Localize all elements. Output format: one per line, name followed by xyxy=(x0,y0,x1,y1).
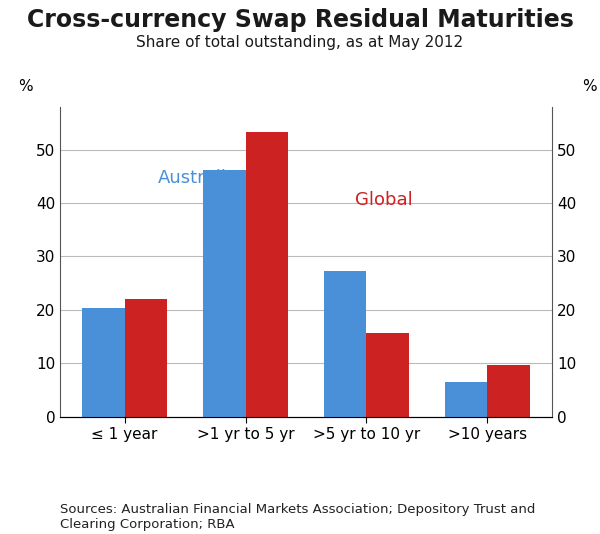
Text: Share of total outstanding, as at May 2012: Share of total outstanding, as at May 20… xyxy=(136,35,464,50)
Bar xyxy=(487,365,530,417)
Bar xyxy=(367,333,409,417)
Text: Sources: Australian Financial Markets Association; Depository Trust and
Clearing: Sources: Australian Financial Markets As… xyxy=(60,504,535,531)
Bar xyxy=(82,308,125,417)
Text: Global: Global xyxy=(355,191,413,209)
Bar xyxy=(125,299,167,417)
Text: Cross-currency Swap Residual Maturities: Cross-currency Swap Residual Maturities xyxy=(26,8,574,32)
Bar xyxy=(324,271,367,417)
Bar xyxy=(203,170,245,417)
Text: Australia: Australia xyxy=(158,169,238,187)
Text: %: % xyxy=(581,80,596,95)
Bar xyxy=(445,382,487,417)
Bar xyxy=(245,132,288,417)
Text: %: % xyxy=(18,80,33,95)
